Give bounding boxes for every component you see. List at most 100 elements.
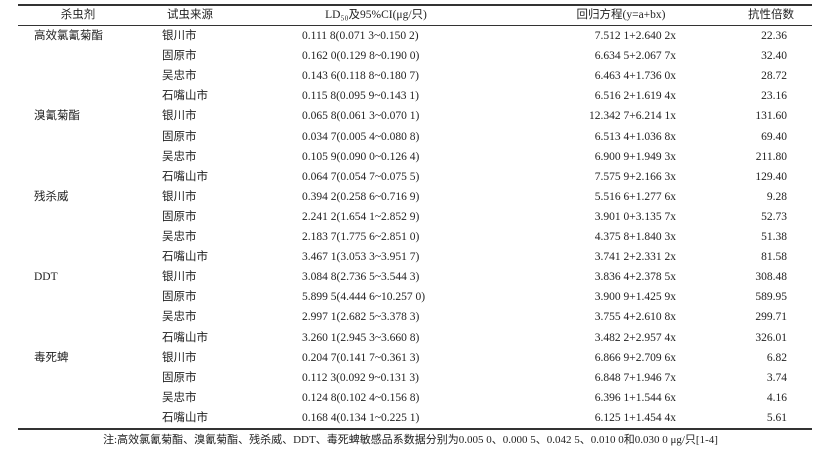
table-row: 固原市 2.241 2(1.654 1~2.852 9) 3.901 0+3.135…: [0, 207, 821, 227]
cell-ld50: 0.124 8(0.102 4~0.156 8): [302, 391, 420, 404]
cell-equation: 6.463 4+1.736 0x: [594, 70, 676, 83]
table-header-rule: [18, 25, 812, 26]
cell-ratio: 52.73: [761, 210, 787, 223]
cell-equation: 6.900 9+1.949 3x: [594, 150, 676, 163]
cell-ld50: 0.112 3(0.092 9~0.131 3): [302, 371, 419, 384]
cell-ratio: 81.58: [761, 251, 787, 264]
cell-insecticide: 毒死蜱: [34, 351, 69, 364]
table-header: 杀虫剂 试虫来源 LD₅₀及95%CI(μg/只) 回归方程(y=a+bx) 抗…: [0, 5, 821, 25]
cell-equation: 6.125 1+1.454 4x: [594, 411, 676, 424]
table-top-rule: [18, 4, 812, 6]
header-source: 试虫来源: [167, 9, 213, 21]
cell-ratio: 22.36: [761, 30, 787, 42]
table-row: 吴忠市 0.105 9(0.090 0~0.126 4) 6.900 9+1.949…: [0, 147, 821, 167]
cell-ld50: 0.065 8(0.061 3~0.070 1): [302, 110, 420, 123]
header-equation: 回归方程(y=a+bx): [576, 9, 666, 21]
cell-ratio: 9.28: [766, 190, 787, 203]
table-row: 石嘴山市 3.260 1(2.945 3~3.660 8) 3.482 2+2.95…: [0, 328, 821, 348]
cell-ratio: 308.48: [755, 271, 787, 284]
cell-source: 银川市: [162, 271, 197, 284]
table-row: 固原市 0.112 3(0.092 9~0.131 3) 6.848 7+1.946…: [0, 368, 821, 388]
cell-ld50: 2.183 7(1.775 6~2.851 0): [302, 231, 420, 243]
cell-ratio: 6.82: [766, 351, 787, 364]
cell-insecticide: 高效氯氰菊酯: [34, 30, 103, 42]
cell-ratio: 211.80: [755, 150, 787, 163]
cell-source: 固原市: [162, 291, 197, 304]
cell-ld50: 0.168 4(0.134 1~0.225 1): [302, 411, 420, 424]
cell-equation: 3.900 9+1.425 9x: [594, 291, 676, 304]
table-bottom-rule: [18, 428, 812, 430]
cell-ratio: 28.72: [761, 70, 787, 83]
table-row: 吴忠市 2.997 1(2.682 5~3.378 3) 3.755 4+2.610…: [0, 307, 821, 327]
cell-source: 固原市: [162, 210, 197, 223]
cell-ld50: 2.997 1(2.682 5~3.378 3): [302, 311, 420, 324]
cell-source: 石嘴山市: [162, 251, 208, 264]
cell-source: 吴忠市: [162, 150, 197, 163]
cell-ld50: 0.394 2(0.258 6~0.716 9): [302, 190, 420, 203]
table-row: 毒死蜱 银川市 0.204 7(0.141 7~0.361 3) 6.866 9+2.…: [0, 348, 821, 368]
header-ratio: 抗性倍数: [748, 9, 794, 21]
table-row: 吴忠市 0.124 8(0.102 4~0.156 8) 6.396 1+1.544…: [0, 388, 821, 408]
cell-ld50: 0.064 7(0.054 7~0.075 5): [302, 170, 420, 183]
cell-insecticide: DDT: [34, 271, 58, 284]
cell-ratio: 32.40: [761, 50, 787, 63]
table-row: 高效氯氰菊酯 银川市 0.111 8(0.071 3~0.150 2) 7.512 1…: [0, 26, 821, 46]
table-row: 固原市 0.162 0(0.129 8~0.190 0) 6.634 5+2.067…: [0, 46, 821, 66]
cell-ld50: 2.241 2(1.654 1~2.852 9): [302, 210, 420, 223]
cell-equation: 4.375 8+1.840 3x: [594, 231, 676, 243]
cell-ratio: 131.60: [755, 110, 787, 123]
table-row: 吴忠市 0.143 6(0.118 8~0.180 7) 6.463 4+1.736…: [0, 66, 821, 86]
cell-equation: 6.396 1+1.544 6x: [594, 391, 676, 404]
table-note: 注:高效氯氰菊酯、溴氰菊酯、残杀威、DDT、毒死蜱敏感品系数据分别为0.005 …: [103, 434, 718, 446]
cell-equation: 6.513 4+1.036 8x: [594, 130, 676, 143]
cell-equation: 6.848 7+1.946 7x: [594, 371, 676, 384]
cell-equation: 7.575 9+2.166 3x: [594, 170, 676, 183]
cell-ld50: 0.105 9(0.090 0~0.126 4): [302, 150, 420, 163]
cell-ratio: 129.40: [755, 170, 787, 183]
cell-source: 银川市: [162, 190, 197, 203]
cell-ld50: 0.204 7(0.141 7~0.361 3): [302, 351, 420, 364]
cell-source: 吴忠市: [162, 231, 197, 243]
cell-ld50: 0.143 6(0.118 8~0.180 7): [302, 70, 419, 83]
cell-source: 固原市: [162, 371, 197, 384]
cell-equation: 12.342 7+6.214 1x: [589, 110, 676, 123]
cell-source: 石嘴山市: [162, 331, 208, 344]
header-insecticide: 杀虫剂: [60, 9, 96, 21]
cell-ld50: 0.034 7(0.005 4~0.080 8): [302, 130, 420, 143]
cell-ratio: 69.40: [761, 130, 787, 143]
cell-ld50: 3.260 1(2.945 3~3.660 8): [302, 331, 420, 344]
cell-insecticide: 溴氰菊酯: [34, 110, 80, 123]
table-row: 石嘴山市 0.168 4(0.134 1~0.225 1) 6.125 1+1.45…: [0, 408, 821, 428]
cell-source: 石嘴山市: [162, 411, 208, 424]
cell-ld50: 5.899 5(4.444 6~10.257 0): [302, 291, 426, 304]
cell-source: 石嘴山市: [162, 170, 208, 183]
cell-ratio: 23.16: [761, 90, 787, 103]
cell-equation: 3.482 2+2.957 4x: [594, 331, 676, 344]
cell-ratio: 589.95: [755, 291, 787, 304]
cell-source: 银川市: [162, 351, 197, 364]
cell-equation: 6.866 9+2.709 6x: [594, 351, 676, 364]
cell-ld50: 0.111 8(0.071 3~0.150 2): [302, 30, 419, 42]
cell-equation: 3.755 4+2.610 8x: [594, 311, 676, 324]
cell-ratio: 5.61: [766, 411, 787, 424]
table-row: 石嘴山市 0.115 8(0.095 9~0.143 1) 6.516 2+1.61…: [0, 86, 821, 106]
table-row: 吴忠市 2.183 7(1.775 6~2.851 0) 4.375 8+1.840…: [0, 227, 821, 247]
cell-equation: 7.512 1+2.640 2x: [594, 30, 676, 42]
cell-source: 吴忠市: [162, 70, 197, 83]
cell-ratio: 51.38: [761, 231, 787, 243]
cell-source: 吴忠市: [162, 391, 197, 404]
cell-equation: 6.516 2+1.619 4x: [594, 90, 676, 103]
cell-equation: 5.516 6+1.277 6x: [594, 190, 676, 203]
cell-ratio: 4.16: [766, 391, 787, 404]
cell-ratio: 326.01: [755, 331, 787, 344]
cell-ratio: 299.71: [755, 311, 787, 324]
cell-ld50: 0.115 8(0.095 9~0.143 1): [302, 90, 419, 103]
header-ld50: LD₅₀及95%CI(μg/只): [325, 9, 427, 21]
cell-equation: 3.901 0+3.135 7x: [594, 210, 676, 223]
cell-source: 石嘴山市: [162, 90, 208, 103]
cell-ratio: 3.74: [766, 371, 787, 384]
cell-ld50: 3.084 8(2.736 5~3.544 3): [302, 271, 420, 284]
cell-equation: 3.741 2+2.331 2x: [594, 251, 676, 264]
table-row: DDT 银川市 3.084 8(2.736 5~3.544 3) 3.836 4+2.…: [0, 267, 821, 287]
table-row: 固原市 5.899 5(4.444 6~10.257 0) 3.900 9+1.42…: [0, 287, 821, 307]
